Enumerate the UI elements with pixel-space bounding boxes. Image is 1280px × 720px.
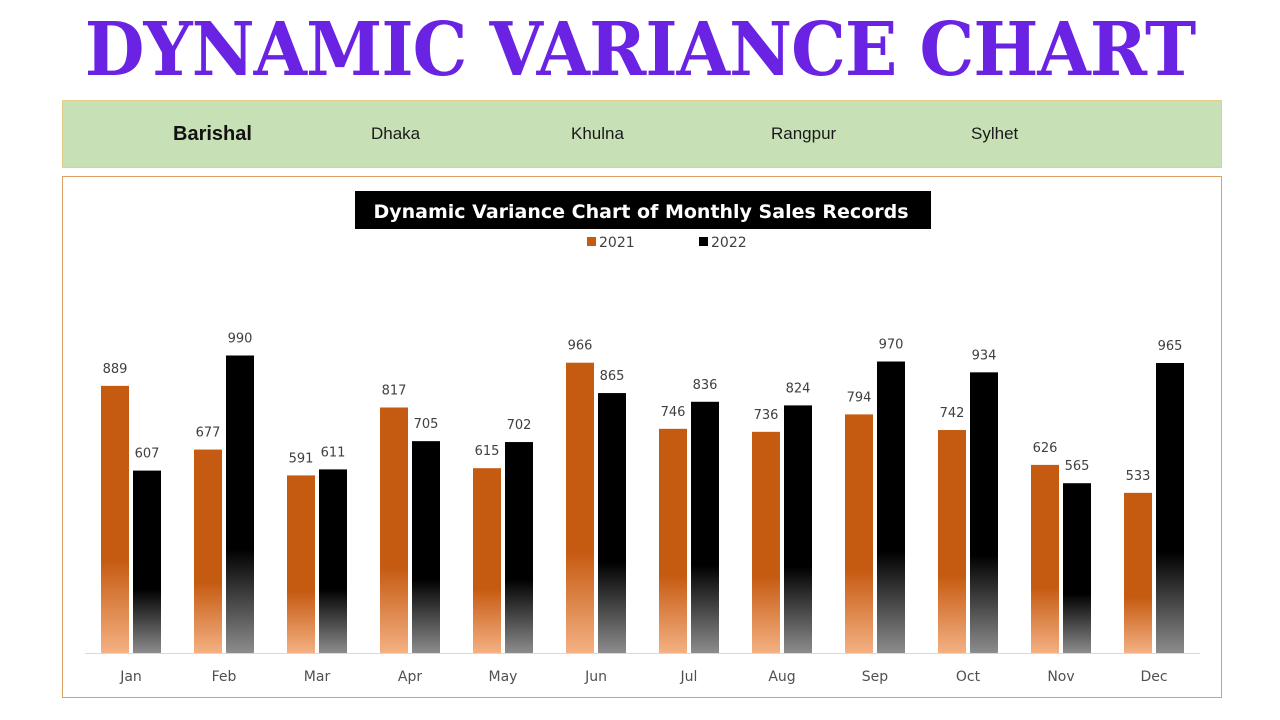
bar-jul-2022 <box>691 401 719 653</box>
data-label-aug-2021: 736 <box>754 408 779 423</box>
bar-nov-2021 <box>1031 464 1059 653</box>
data-label-feb-2021: 677 <box>196 426 221 441</box>
data-label-apr-2022: 705 <box>414 417 439 432</box>
data-label-aug-2022: 824 <box>786 381 811 396</box>
chart-title: Dynamic Variance Chart of Monthly Sales … <box>373 201 908 223</box>
data-label-may-2021: 615 <box>475 444 500 459</box>
chart-area: Dynamic Variance Chart of Monthly Sales … <box>62 176 1222 698</box>
bar-sep-2022 <box>877 361 905 653</box>
region-slicer: Barishal Dhaka Khulna Rangpur Sylhet <box>62 100 1222 168</box>
bar-dec-2022 <box>1156 363 1184 653</box>
bar-sep-2021 <box>845 414 873 653</box>
x-tick-dec: Dec <box>1140 669 1167 685</box>
chart-legend: 2021 2022 <box>587 235 747 251</box>
slicer-item-khulna[interactable]: Khulna <box>571 124 624 143</box>
data-label-may-2022: 702 <box>507 418 532 433</box>
data-label-mar-2022: 611 <box>321 445 346 460</box>
bar-may-2021 <box>473 468 501 653</box>
x-tick-feb: Feb <box>212 669 237 685</box>
bar-jan-2021 <box>101 385 129 653</box>
data-label-oct-2021: 742 <box>940 406 965 421</box>
bar-dec-2021 <box>1124 492 1152 653</box>
data-label-jan-2021: 889 <box>103 362 128 377</box>
legend-label-2022: 2022 <box>711 235 747 251</box>
chart-title-background <box>355 191 931 229</box>
x-tick-oct: Oct <box>956 669 981 685</box>
data-label-mar-2021: 591 <box>289 451 314 466</box>
data-label-dec-2022: 965 <box>1158 339 1183 354</box>
slicer-item-barishal[interactable]: Barishal <box>173 123 252 145</box>
data-label-jun-2021: 966 <box>568 339 593 354</box>
data-label-nov-2022: 565 <box>1065 459 1090 474</box>
bar-jul-2021 <box>659 428 687 653</box>
bar-apr-2022 <box>412 441 440 653</box>
bar-feb-2022 <box>226 355 254 653</box>
bar-jun-2022 <box>598 393 626 653</box>
data-label-sep-2021: 794 <box>847 390 872 405</box>
x-axis-ticks: Jan Feb Mar Apr May Jun Jul Aug Sep Oct Nov Dec <box>119 669 1167 685</box>
bar-oct-2022 <box>970 372 998 653</box>
bar-apr-2021 <box>380 407 408 653</box>
legend-swatch-2022 <box>699 237 708 246</box>
x-tick-aug: Aug <box>768 669 795 685</box>
bar-jun-2021 <box>566 362 594 653</box>
data-label-jun-2022: 865 <box>600 369 625 384</box>
x-tick-nov: Nov <box>1047 669 1074 685</box>
bar-jan-2022 <box>133 470 161 653</box>
slicer-item-sylhet[interactable]: Sylhet <box>971 124 1019 143</box>
x-tick-jun: Jun <box>584 669 607 685</box>
bar-nov-2022 <box>1063 483 1091 653</box>
data-label-jul-2021: 746 <box>661 405 686 420</box>
x-tick-mar: Mar <box>304 669 331 685</box>
bar-aug-2021 <box>752 431 780 653</box>
data-label-sep-2022: 970 <box>879 338 904 353</box>
bar-oct-2021 <box>938 430 966 653</box>
data-label-feb-2022: 990 <box>228 332 253 347</box>
data-label-jul-2022: 836 <box>693 378 718 393</box>
slicer-item-dhaka[interactable]: Dhaka <box>371 124 421 143</box>
x-tick-may: May <box>489 669 518 685</box>
legend-swatch-2021 <box>587 237 596 246</box>
data-label-nov-2021: 626 <box>1033 441 1058 456</box>
data-label-apr-2021: 817 <box>382 383 407 398</box>
x-tick-apr: Apr <box>398 669 422 685</box>
bar-feb-2021 <box>194 449 222 653</box>
x-tick-jan: Jan <box>119 669 142 685</box>
bar-mar-2022 <box>319 469 347 653</box>
bar-series: 889 607 677 990 591 611 817 705 615 702 966 865 746 8… <box>101 332 1184 653</box>
data-label-dec-2021: 533 <box>1126 469 1151 484</box>
page-headline: DYNAMIC VARIANCE CHART <box>84 7 1196 93</box>
legend-label-2021: 2021 <box>599 235 635 251</box>
x-tick-sep: Sep <box>862 669 889 685</box>
data-label-oct-2022: 934 <box>972 348 997 363</box>
data-label-jan-2022: 607 <box>135 447 160 462</box>
variance-bar-chart: Dynamic Variance Chart of Monthly Sales … <box>85 191 1200 685</box>
slicer-item-rangpur[interactable]: Rangpur <box>771 124 837 143</box>
bar-aug-2022 <box>784 405 812 653</box>
x-tick-jul: Jul <box>680 669 698 685</box>
bar-mar-2021 <box>287 475 315 653</box>
bar-may-2022 <box>505 442 533 653</box>
